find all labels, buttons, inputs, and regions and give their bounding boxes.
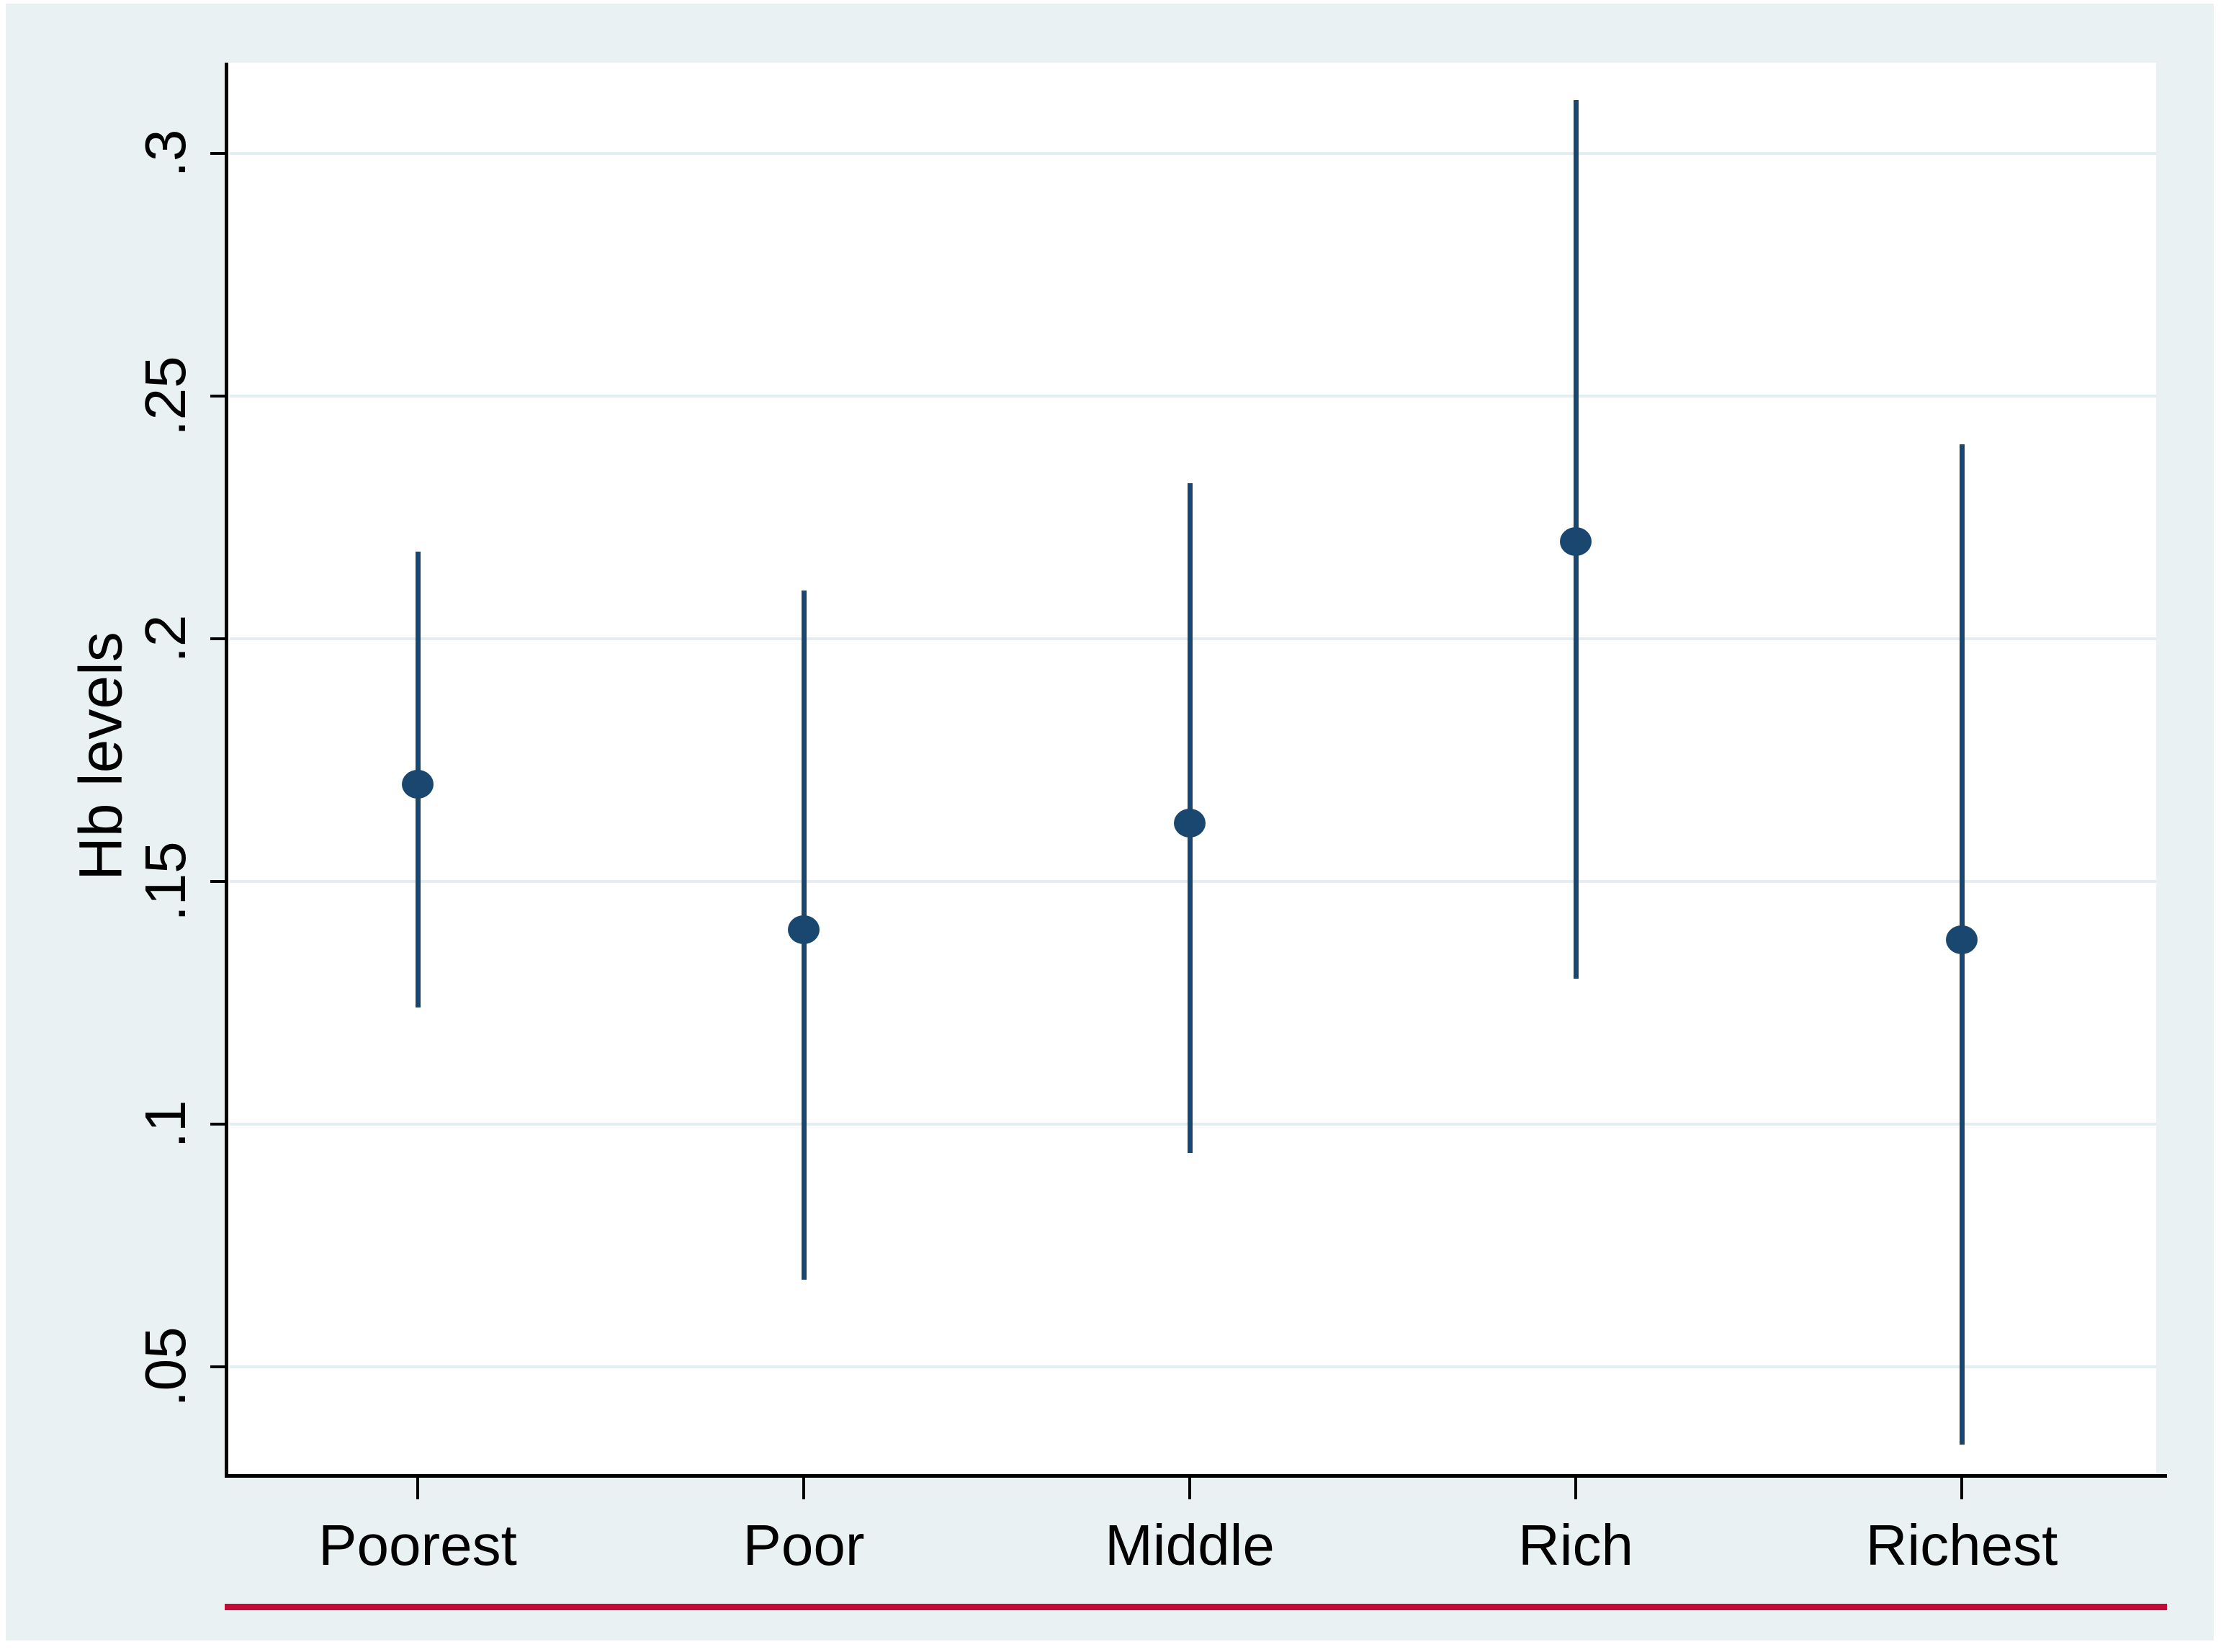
x-tick <box>1960 1478 1963 1499</box>
x-axis-line <box>225 1474 2167 1478</box>
y-tick-label: .2 <box>133 614 197 663</box>
point-estimate-marker <box>402 770 434 799</box>
x-category-label: Rich <box>1517 1513 1634 1577</box>
point-estimate-marker <box>1174 809 1206 838</box>
point-estimate-marker <box>1946 925 1978 954</box>
y-tick-label: .1 <box>133 1100 197 1149</box>
y-tick <box>210 880 228 883</box>
y-axis-title: Hb levels <box>66 632 135 881</box>
point-estimate-marker <box>788 915 820 945</box>
x-category-label: Poorest <box>318 1513 517 1577</box>
y-gridline <box>230 395 2156 398</box>
x-category-label: Richest <box>1865 1513 2058 1577</box>
y-gridline <box>230 637 2156 640</box>
y-tick-label: .05 <box>133 1326 197 1407</box>
point-estimate-marker <box>1560 527 1592 557</box>
y-gridline <box>230 152 2156 155</box>
x-category-label: Poor <box>742 1513 865 1577</box>
y-tick-label: .15 <box>133 841 197 922</box>
x-tick <box>1188 1478 1191 1499</box>
y-gridline <box>230 1365 2156 1368</box>
baseline-rule <box>225 1604 2167 1610</box>
y-tick <box>210 1365 228 1368</box>
y-tick <box>210 1123 228 1126</box>
figure-background: .05 .1 .15 .2 .25 .3 Poorest Poor Middle Rich Rich… <box>6 4 2214 1640</box>
y-tick <box>210 395 228 398</box>
y-gridline <box>230 1123 2156 1126</box>
x-tick <box>416 1478 419 1499</box>
y-tick-label: .3 <box>133 129 197 178</box>
x-tick <box>1574 1478 1577 1499</box>
y-axis-line <box>225 63 228 1478</box>
x-category-label: Middle <box>1105 1513 1275 1577</box>
y-gridline <box>230 880 2156 883</box>
x-tick <box>802 1478 805 1499</box>
y-tick <box>210 637 228 640</box>
y-tick-label: .25 <box>133 356 197 436</box>
y-tick <box>210 152 228 155</box>
